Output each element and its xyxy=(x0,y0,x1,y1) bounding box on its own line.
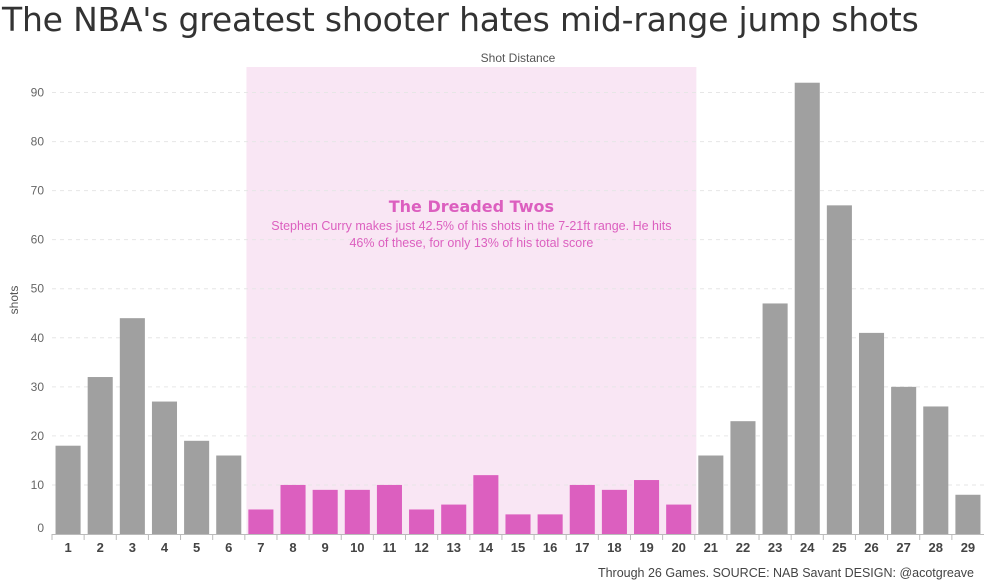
x-tick-label-22: 22 xyxy=(736,540,750,555)
x-tick-label-8: 8 xyxy=(289,540,296,555)
x-tick-label-1: 1 xyxy=(64,540,71,555)
y-tick-label: 60 xyxy=(31,233,45,247)
bar-22 xyxy=(730,421,756,534)
source-credit: Through 26 Games. SOURCE: NAB Savant DES… xyxy=(597,566,974,580)
x-tick-label-17: 17 xyxy=(575,540,589,555)
x-tick-label-13: 13 xyxy=(446,540,460,555)
bar-2 xyxy=(87,377,113,534)
x-tick-label-12: 12 xyxy=(414,540,428,555)
x-tick-label-2: 2 xyxy=(97,540,104,555)
y-tick-label: 40 xyxy=(31,331,45,345)
bar-3 xyxy=(119,318,145,534)
bar-16 xyxy=(537,514,563,534)
x-tick-label-23: 23 xyxy=(768,540,782,555)
x-tick-label-9: 9 xyxy=(322,540,329,555)
annotation-title: The Dreaded Twos xyxy=(389,197,554,216)
bar-4 xyxy=(151,401,178,534)
x-tick-label-6: 6 xyxy=(225,540,232,555)
x-tick-label-26: 26 xyxy=(864,540,878,555)
bar-5 xyxy=(184,440,210,534)
x-tick-label-3: 3 xyxy=(129,540,136,555)
x-tick-label-24: 24 xyxy=(800,540,815,555)
y-tick-label: 90 xyxy=(31,86,45,100)
annotation-line-2: 46% of these, for only 13% of his total … xyxy=(349,236,593,250)
bar-14 xyxy=(473,475,499,534)
annotation: The Dreaded Twos Stephen Curry makes just… xyxy=(271,197,671,250)
x-tick-label-7: 7 xyxy=(257,540,264,555)
bar-7 xyxy=(248,509,274,534)
bar-18 xyxy=(601,489,627,534)
bar-28 xyxy=(923,406,949,534)
x-tick-label-16: 16 xyxy=(543,540,557,555)
y-tick-label: 0 xyxy=(37,521,44,535)
x-tick-label-10: 10 xyxy=(350,540,364,555)
bar-19 xyxy=(634,480,660,534)
x-tick-label-11: 11 xyxy=(383,540,397,555)
x-tick-label-27: 27 xyxy=(896,540,910,555)
y-tick-label: 20 xyxy=(31,429,45,443)
axes xyxy=(51,534,984,540)
bar-24 xyxy=(794,82,820,534)
x-tick-label-21: 21 xyxy=(704,540,718,555)
y-tick-label: 70 xyxy=(31,184,45,198)
x-tick-label-20: 20 xyxy=(671,540,685,555)
bar-11 xyxy=(376,484,402,534)
bar-6 xyxy=(216,455,242,534)
bar-17 xyxy=(569,484,595,534)
bar-12 xyxy=(409,509,435,534)
x-tick-label-5: 5 xyxy=(193,540,200,555)
highlight-band-layer xyxy=(246,67,697,534)
chart-title: The NBA's greatest shooter hates mid-ran… xyxy=(2,0,919,39)
y-tick-label: 50 xyxy=(31,282,45,296)
bar-9 xyxy=(312,489,338,534)
bar-8 xyxy=(280,484,306,534)
bar-25 xyxy=(826,205,852,535)
y-tick-label: 30 xyxy=(31,380,45,394)
x-tick-label-19: 19 xyxy=(639,540,653,555)
x-tick-label-29: 29 xyxy=(961,540,975,555)
bar-20 xyxy=(666,504,692,534)
bars xyxy=(55,82,981,535)
bar-1 xyxy=(55,445,81,534)
bar-23 xyxy=(762,303,788,534)
x-tick-label-28: 28 xyxy=(929,540,943,555)
x-tick-label-15: 15 xyxy=(511,540,525,555)
bar-15 xyxy=(505,514,531,534)
y-axis-title: shots xyxy=(7,286,21,315)
y-tick-label: 80 xyxy=(31,135,45,149)
bar-29 xyxy=(955,494,981,534)
x-tick-label-25: 25 xyxy=(832,540,846,555)
x-tick-label-14: 14 xyxy=(479,540,494,555)
bar-21 xyxy=(698,455,724,534)
bar-27 xyxy=(891,386,917,534)
x-tick-label-18: 18 xyxy=(607,540,621,555)
bar-10 xyxy=(344,489,370,534)
y-tick-label: 10 xyxy=(31,478,45,492)
bar-13 xyxy=(441,504,467,534)
x-tick-label-4: 4 xyxy=(161,540,169,555)
x-axis-title: Shot Distance xyxy=(481,51,556,65)
bar-26 xyxy=(858,332,885,534)
annotation-line-1: Stephen Curry makes just 42.5% of his sh… xyxy=(271,219,671,233)
highlight-band xyxy=(246,67,697,534)
